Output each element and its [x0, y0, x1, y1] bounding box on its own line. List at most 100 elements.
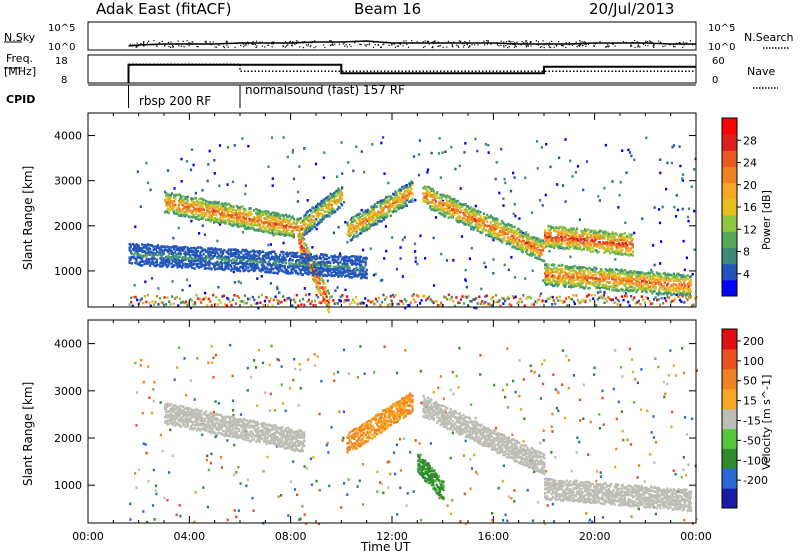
power-cell: [178, 252, 181, 255]
power-cell: [145, 161, 148, 165]
power-cell: [670, 161, 673, 165]
power-cell: [159, 246, 162, 249]
power-cell: [174, 297, 177, 300]
power-cell: [318, 301, 321, 304]
power-cell: [491, 232, 495, 236]
power-cell: [259, 260, 262, 264]
power-cell: [165, 258, 168, 262]
nsky-point: [568, 44, 570, 46]
power-cell: [637, 275, 640, 278]
power-cell: [207, 261, 210, 264]
nsky-point: [285, 41, 287, 43]
power-cell: [206, 179, 209, 183]
power-cell: [564, 284, 567, 288]
power-cell: [207, 218, 210, 222]
power-cell: [329, 210, 332, 213]
nsky-point: [225, 40, 228, 42]
power-cell: [216, 251, 219, 255]
nsky-point: [631, 41, 633, 43]
power-cell: [323, 290, 326, 294]
power-cell: [394, 208, 397, 211]
power-cell: [265, 221, 268, 224]
power-cell: [210, 251, 213, 254]
power-cell: [347, 298, 350, 302]
power-cell: [199, 201, 202, 204]
power-cell: [380, 219, 383, 223]
power-cell: [170, 201, 173, 204]
power-cell: [389, 214, 392, 217]
power-cell: [621, 236, 624, 240]
power-cell: [213, 172, 216, 175]
power-cell: [488, 224, 491, 228]
power-cell: [544, 229, 547, 232]
power-cell: [470, 246, 473, 250]
power-cell: [170, 252, 173, 256]
power-cell: [363, 170, 366, 174]
nsky-point: [456, 44, 458, 46]
power-cell: [472, 228, 475, 231]
power-cell: [165, 248, 168, 252]
power-cell: [587, 236, 590, 240]
power-cell: [264, 226, 267, 230]
power-cell: [290, 232, 293, 235]
power-cell: [627, 281, 630, 285]
power-cell: [284, 213, 287, 217]
power-cell: [274, 252, 277, 256]
power-cell: [440, 202, 443, 206]
power-cell: [316, 261, 319, 264]
power-cell: [611, 268, 614, 272]
power-cell: [426, 171, 429, 174]
power-cell: [477, 218, 480, 222]
power-cell: [569, 159, 572, 163]
power-cell: [242, 224, 245, 228]
power-cell: [676, 272, 679, 276]
power-cell: [243, 256, 246, 260]
power-cell: [389, 209, 392, 213]
power-cell: [389, 197, 392, 201]
nsky-point: [638, 45, 640, 47]
power-cell: [225, 209, 228, 213]
power-cell: [395, 191, 398, 195]
nsky-point: [424, 45, 426, 48]
power-cell: [368, 227, 371, 230]
power-cell: [679, 292, 682, 295]
nsky-point: [252, 41, 254, 43]
power-cell: [537, 251, 540, 255]
power-cell: [203, 260, 206, 264]
power-cell: [627, 148, 630, 152]
power-cell: [133, 253, 136, 257]
power-cell: [190, 148, 194, 151]
power-cell: [307, 249, 310, 253]
power-cell: [341, 192, 344, 195]
power-cell: [283, 298, 286, 302]
nsky-point: [338, 43, 340, 45]
power-cell: [303, 218, 306, 222]
power-cell: [362, 260, 365, 264]
power-cell: [202, 216, 205, 219]
power-cell: [318, 288, 321, 291]
nsky-point: [332, 42, 334, 44]
power-cell: [613, 237, 616, 241]
power-cell: [548, 282, 551, 286]
power-cell: [176, 210, 179, 213]
power-cell: [356, 234, 359, 237]
power-cell: [621, 272, 624, 275]
power-cell: [247, 254, 250, 258]
nsky-point: [553, 46, 555, 48]
power-cell: [315, 275, 318, 279]
power-cell: [313, 271, 316, 274]
nsky-point: [451, 45, 453, 47]
power-cell: [634, 271, 637, 274]
power-cell: [295, 266, 298, 269]
nsky-point: [526, 42, 528, 44]
power-cell: [151, 252, 154, 255]
power-cell: [328, 260, 331, 264]
power-cell: [675, 276, 678, 279]
power-cell: [268, 299, 271, 303]
power-cell: [302, 249, 305, 253]
nsky-point: [630, 45, 632, 47]
power-cell: [255, 267, 258, 270]
power-cell: [507, 297, 510, 300]
power-cell: [239, 256, 242, 259]
power-cell: [214, 210, 217, 213]
